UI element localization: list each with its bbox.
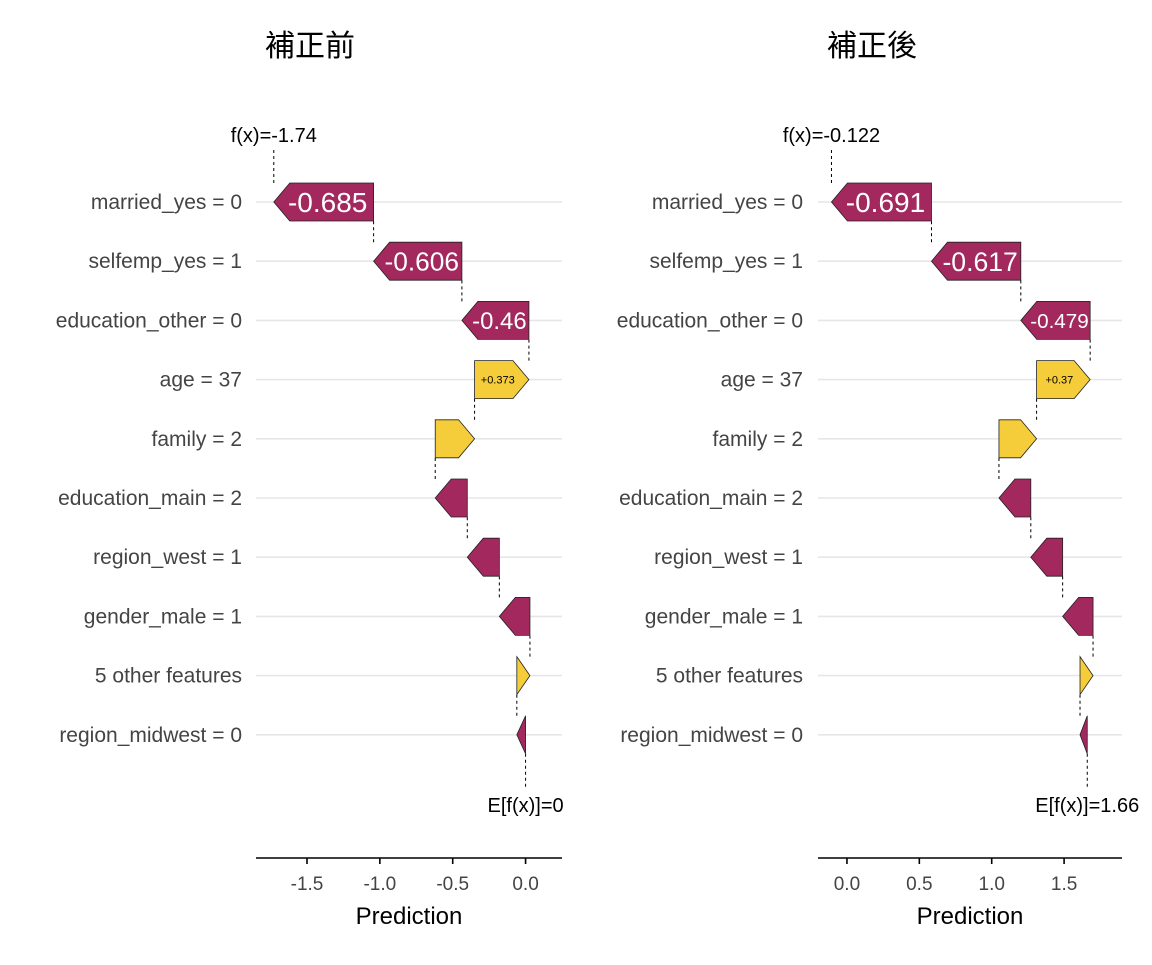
feature-label: region_west = 1 (654, 546, 803, 569)
bar-5-other-features (1079, 655, 1094, 696)
final-value-label: f(x)=-0.122 (783, 125, 880, 147)
chart-title: 補正後 (827, 29, 917, 64)
value-label: -0.691 (846, 187, 925, 218)
bar-gender-male-1 (498, 597, 531, 636)
x-tick-label: -1.5 (291, 874, 324, 895)
feature-label: family = 2 (152, 428, 242, 451)
bar-family-2 (434, 419, 476, 459)
feature-label: education_main = 2 (58, 487, 242, 510)
bar-5-other-features (516, 655, 531, 696)
bar-age-37 (1036, 360, 1091, 400)
x-tick-label: -0.5 (436, 874, 469, 895)
feature-label: married_yes = 0 (652, 191, 803, 214)
feature-label: 5 other features (656, 665, 803, 688)
x-tick-label: 0.0 (834, 874, 860, 895)
bar-region-midwest-0 (516, 715, 526, 754)
bar-age-37 (474, 360, 530, 400)
feature-label: selfemp_yes = 1 (649, 250, 803, 273)
x-tick-label: -1.0 (363, 874, 396, 895)
bar-selfemp-yes-1 (373, 241, 463, 281)
feature-label: age = 37 (160, 369, 242, 392)
base-value-label: E[f(x)]=1.66 (1035, 795, 1139, 817)
bar-education-main-2 (434, 478, 468, 518)
x-tick-label: 1.0 (979, 874, 1005, 895)
bar-married-yes-0 (830, 182, 932, 222)
bar-education-other-0 (461, 300, 530, 340)
feature-label: gender_male = 1 (645, 605, 803, 628)
feature-label: married_yes = 0 (91, 191, 242, 214)
x-axis-title: Prediction (917, 903, 1024, 930)
bar-education-other-0 (1020, 300, 1091, 340)
feature-label: region_midwest = 0 (59, 724, 242, 747)
feature-label: region_west = 1 (93, 546, 242, 569)
feature-label: education_other = 0 (617, 309, 803, 332)
value-label: -0.685 (288, 187, 367, 218)
feature-label: gender_male = 1 (84, 605, 242, 628)
x-tick-label: 0.0 (512, 874, 538, 895)
x-tick-label: 1.5 (1051, 874, 1077, 895)
bar-region-west-1 (1030, 537, 1064, 577)
chart-title: 補正前 (265, 29, 355, 64)
bar-region-midwest-0 (1079, 715, 1088, 754)
waterfall-panel-2: 補正後 f(x)=-0.122 E[f(x)]=1.66 married_yes = … (617, 29, 1139, 930)
bar-married-yes-0 (273, 182, 374, 222)
feature-label: region_midwest = 0 (620, 724, 803, 747)
value-label: +0.37 (1045, 375, 1073, 387)
bar-selfemp-yes-1 (930, 241, 1022, 281)
feature-label: education_other = 0 (56, 309, 242, 332)
bar-education-main-2 (998, 478, 1032, 518)
base-value-label: E[f(x)]=0 (488, 795, 564, 817)
feature-label: age = 37 (721, 369, 803, 392)
feature-label: 5 other features (95, 665, 242, 688)
value-label: -0.46 (472, 308, 527, 335)
bar-gender-male-1 (1062, 597, 1094, 636)
bar-region-west-1 (466, 537, 500, 577)
bar-family-2 (998, 419, 1038, 459)
value-label: -0.617 (942, 247, 1017, 277)
waterfall-panel-1: 補正前 f(x)=-1.74 E[f(x)]=0 married_yes = 0 -0.… (56, 29, 564, 930)
value-label: -0.606 (385, 247, 459, 277)
final-value-label: f(x)=-1.74 (231, 125, 317, 147)
value-label: -0.479 (1030, 310, 1088, 333)
value-label: +0.373 (481, 375, 515, 387)
feature-label: education_main = 2 (619, 487, 803, 510)
x-tick-label: 0.5 (906, 874, 932, 895)
feature-label: family = 2 (713, 428, 803, 451)
feature-label: selfemp_yes = 1 (88, 250, 242, 273)
x-axis-title: Prediction (356, 903, 463, 930)
